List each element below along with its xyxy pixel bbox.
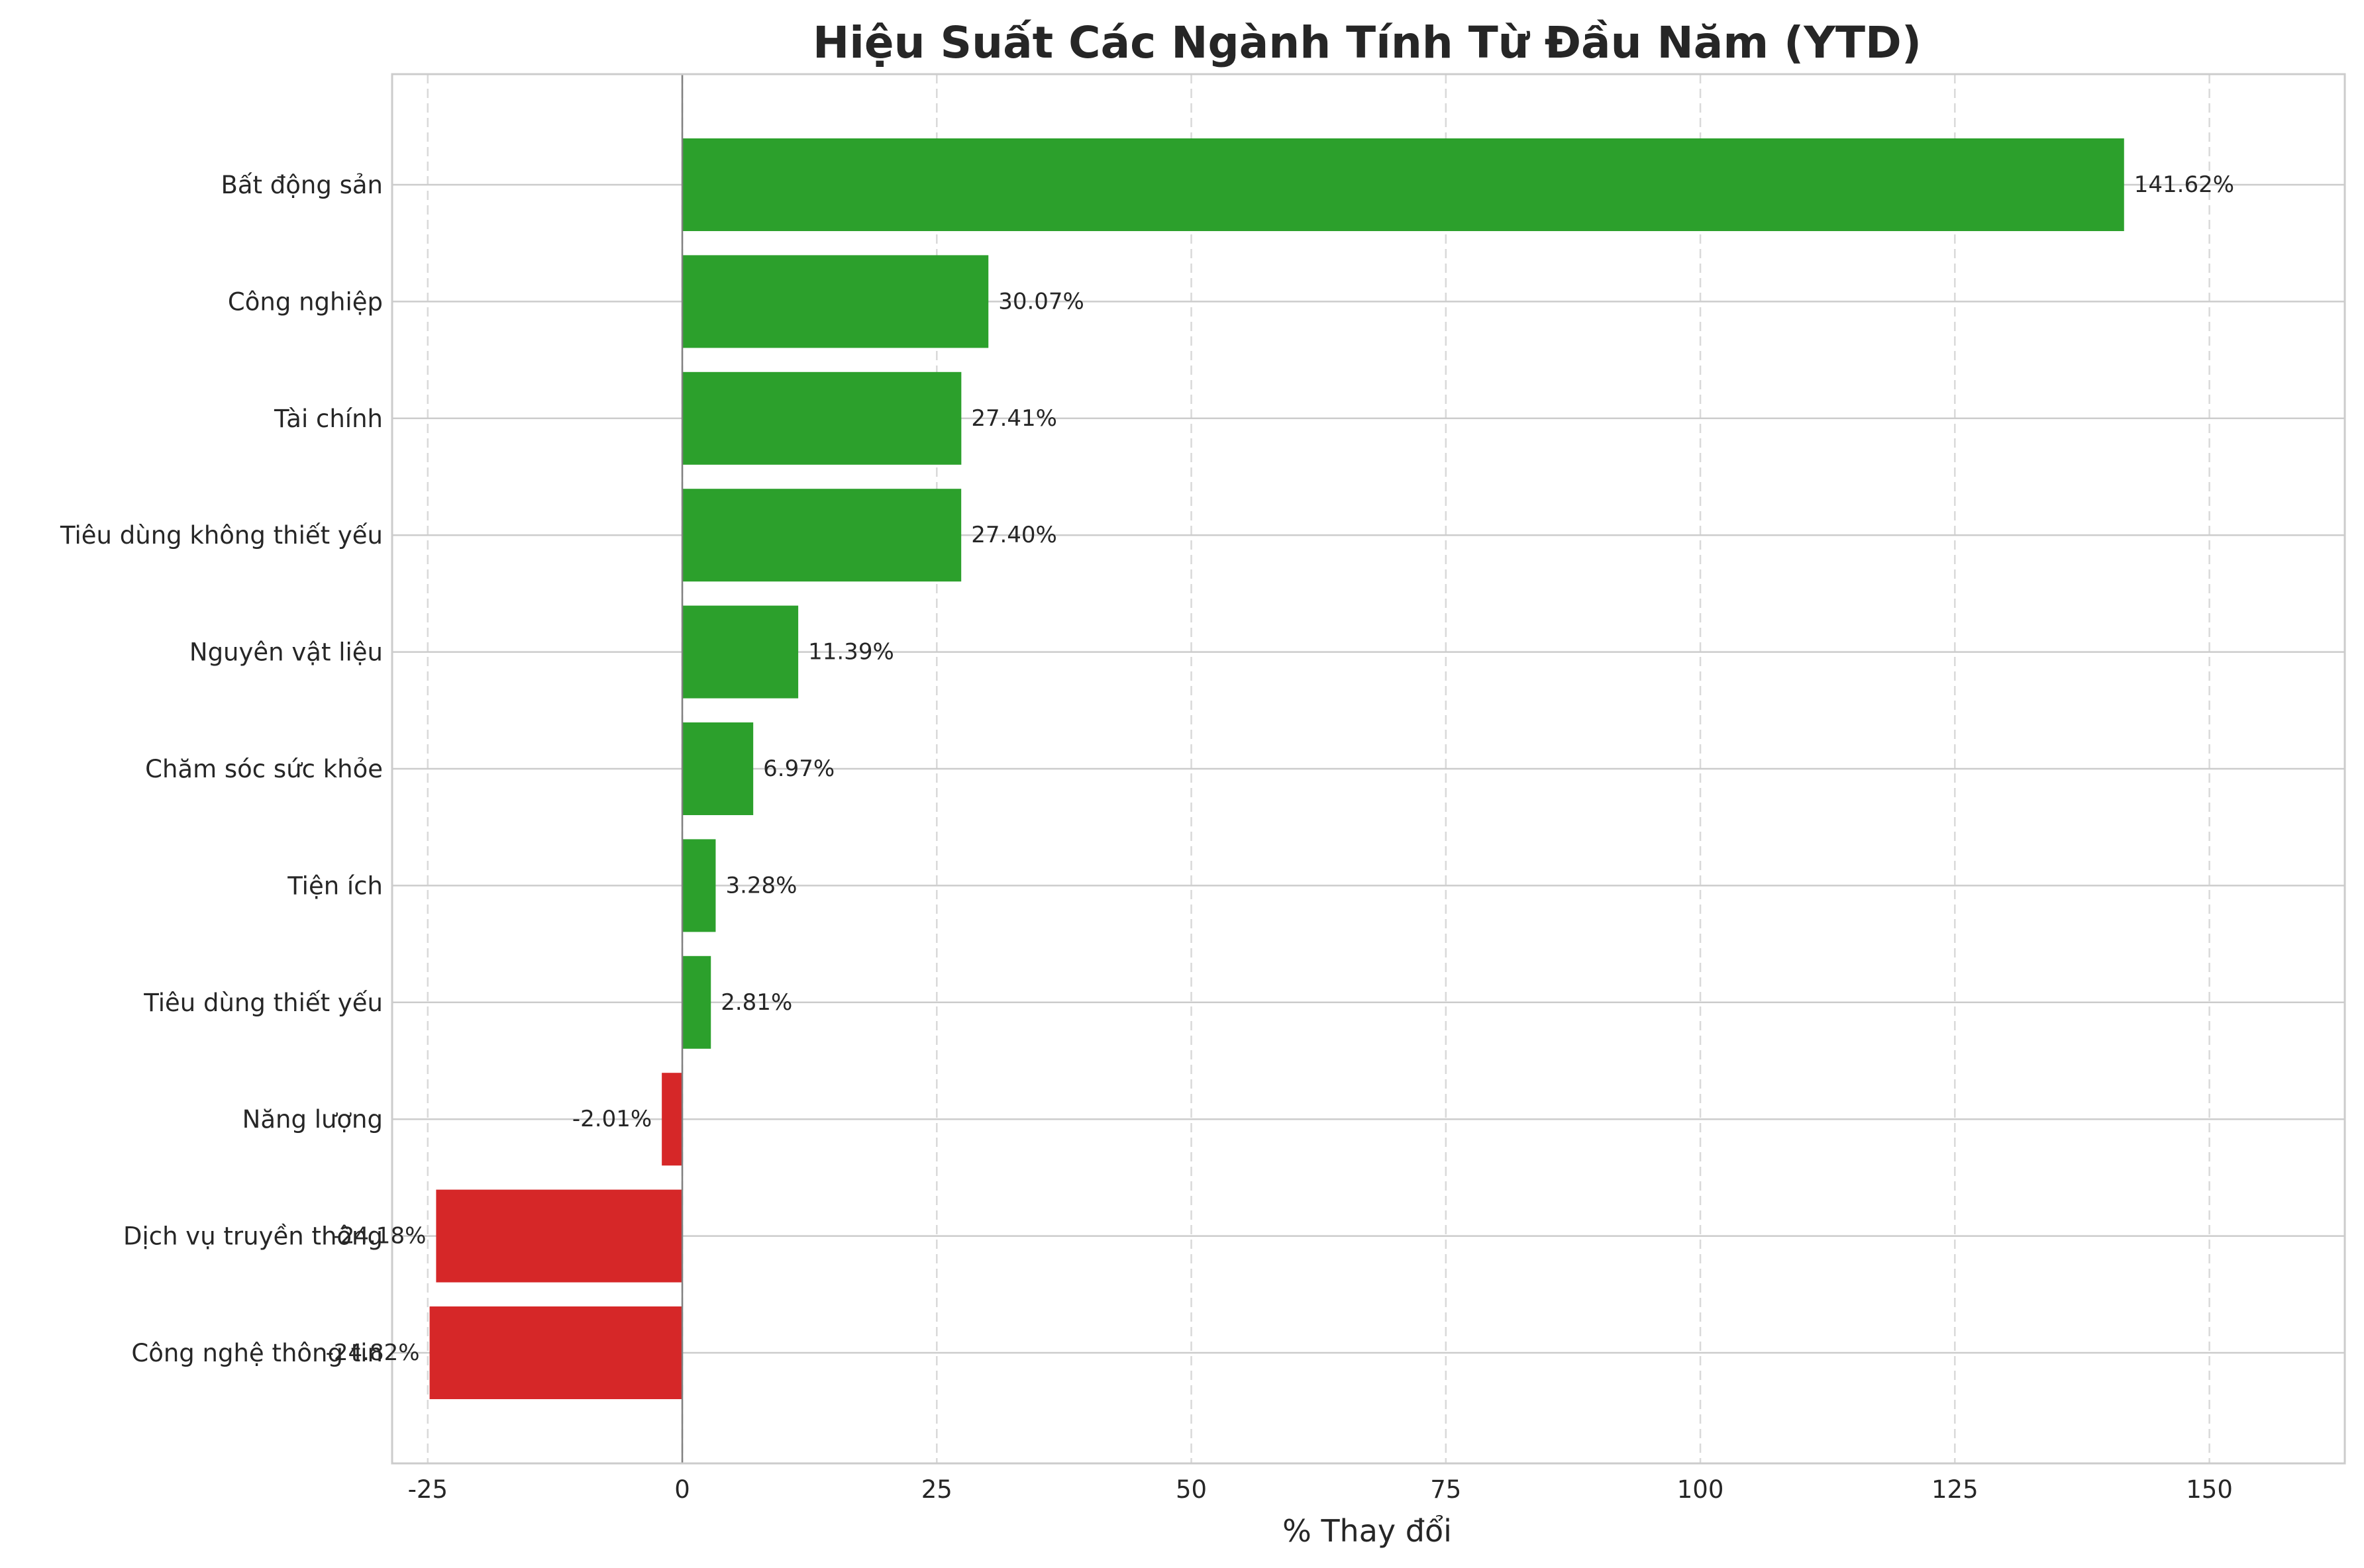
x-tick-label: 25 [921, 1475, 952, 1504]
category-label: Tiêu dùng thiết yếu [143, 989, 383, 1017]
bar [682, 489, 962, 582]
chart-title: Hiệu Suất Các Ngành Tính Từ Đầu Năm (YTD… [813, 17, 1922, 68]
data-label: 3.28% [725, 872, 797, 899]
x-tick-label: -25 [408, 1475, 448, 1504]
data-label: 2.81% [721, 989, 792, 1016]
labels: -25 0 25 50 75 100 125 150 Bất động sản Công nghi… [60, 171, 2234, 1504]
bar [436, 1189, 683, 1283]
data-label: 11.39% [808, 639, 894, 665]
x-tick-label: 0 [674, 1475, 690, 1504]
plot-border [391, 73, 2346, 1465]
x-tick-label: 75 [1430, 1475, 1461, 1504]
bar [662, 1073, 683, 1166]
category-label: Dịch vụ truyền thông [123, 1222, 383, 1251]
x-tick-label: 100 [1677, 1475, 1724, 1504]
x-axis-label: % Thay đổi [1282, 1513, 1452, 1549]
data-label: 27.40% [971, 522, 1057, 548]
category-label: Năng lượng [242, 1105, 383, 1134]
bar [682, 255, 989, 348]
bars [429, 138, 2124, 1399]
bar [682, 722, 754, 815]
x-tick-label: 50 [1176, 1475, 1207, 1504]
bar [429, 1306, 683, 1399]
grid-lines [392, 74, 2345, 1463]
data-label: 6.97% [763, 756, 835, 782]
bar [682, 839, 716, 932]
data-label: -2.01% [572, 1106, 652, 1132]
category-label: Tiêu dùng không thiết yếu [60, 521, 383, 550]
data-label: 27.41% [971, 405, 1057, 432]
category-label: Tiện ích [287, 871, 383, 900]
data-label: -24.18% [332, 1223, 426, 1250]
data-label: 141.62% [2134, 172, 2234, 198]
plot-frame [391, 73, 2346, 1465]
category-label: Công nghệ thông tin [131, 1339, 383, 1367]
category-label: Nguyên vật liệu [189, 638, 383, 667]
bar [682, 605, 799, 699]
category-label: Chăm sóc sức khỏe [145, 755, 383, 783]
x-tick-label: 150 [2186, 1475, 2233, 1504]
data-label: 30.07% [998, 288, 1084, 315]
bar [682, 371, 962, 465]
bar [682, 956, 711, 1049]
data-label: -24.82% [326, 1340, 420, 1366]
category-label: Bất động sản [221, 171, 383, 199]
category-label: Tài chính [274, 405, 383, 433]
category-label: Công nghiệp [228, 287, 383, 316]
x-tick-label: 125 [1931, 1475, 1979, 1504]
bar [682, 138, 2124, 231]
